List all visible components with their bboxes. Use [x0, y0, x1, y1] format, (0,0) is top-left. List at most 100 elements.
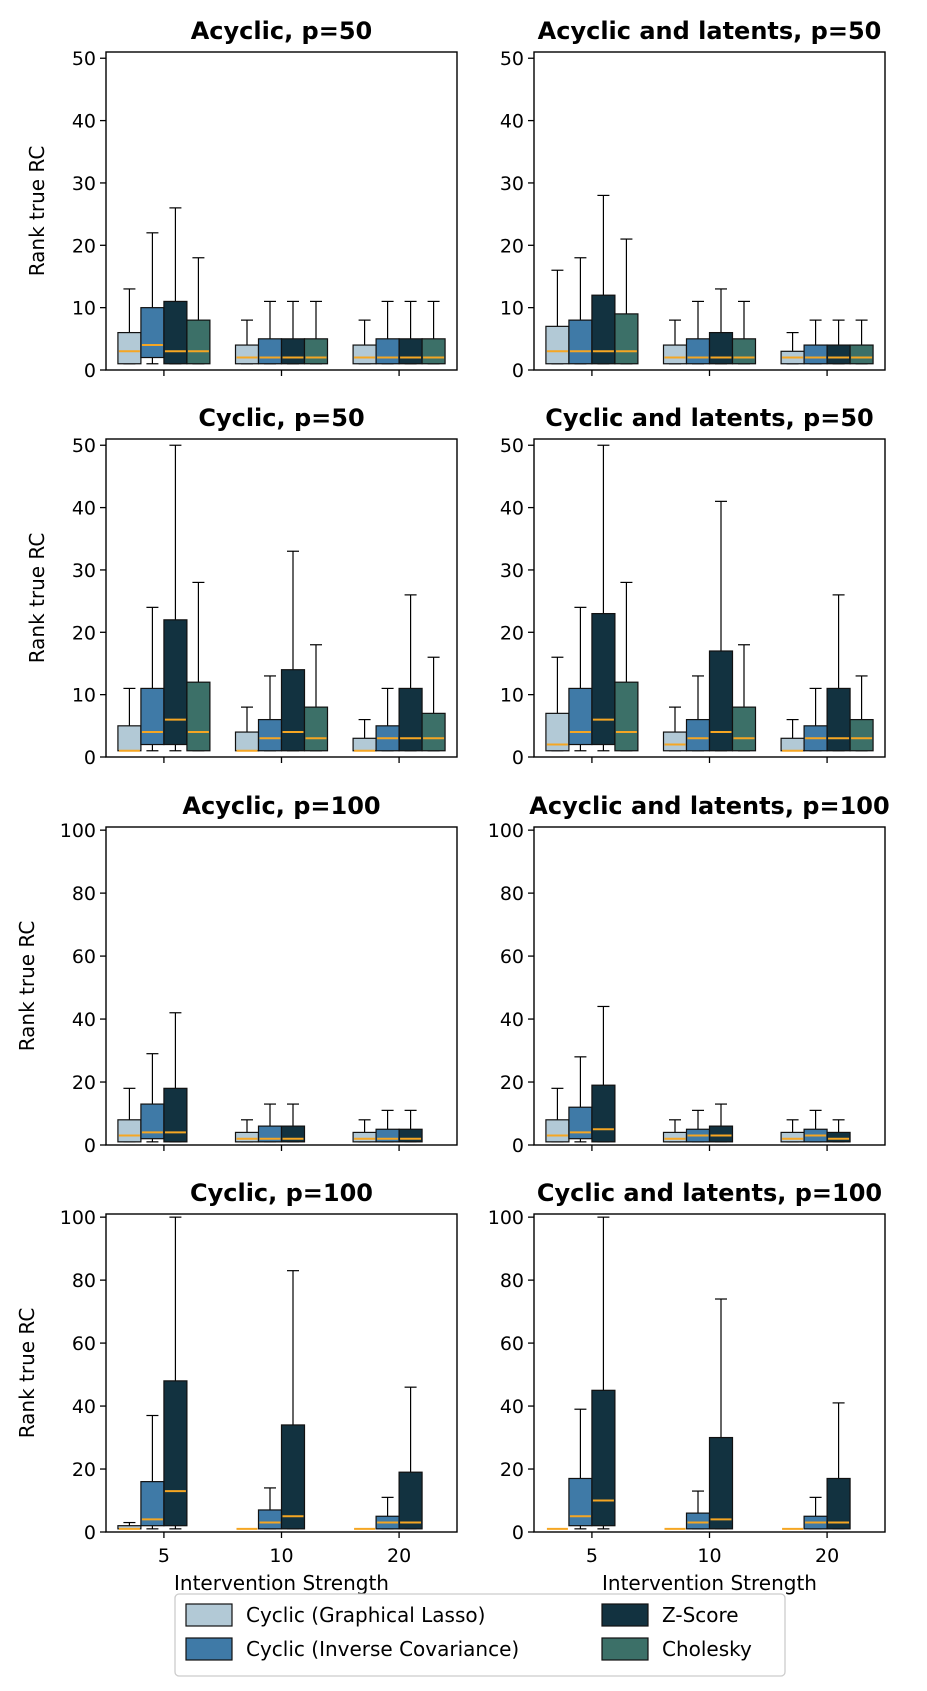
y-tick-label: 20 — [500, 622, 524, 644]
box — [257, 1509, 283, 1530]
box — [163, 619, 188, 746]
box — [591, 1389, 616, 1527]
legend-swatch — [185, 1637, 233, 1661]
axes-frame — [533, 826, 886, 1146]
box — [545, 325, 570, 365]
axes-frame — [105, 826, 458, 1146]
box — [375, 338, 400, 365]
box — [303, 706, 329, 752]
y-tick-label: 80 — [72, 1270, 96, 1292]
y-axis-label: Rank true RC — [15, 1308, 39, 1439]
y-tick-label: 10 — [500, 685, 524, 707]
box — [163, 1380, 188, 1527]
x-tick-label: 20 — [815, 1545, 839, 1567]
x-axis-label: Intervention Strength — [174, 1571, 389, 1595]
box — [398, 338, 423, 365]
panel-title: Acyclic and latents, p=50 — [538, 17, 882, 45]
box — [731, 706, 757, 752]
y-tick-label: 80 — [500, 1270, 524, 1292]
legend-swatch — [601, 1603, 649, 1627]
box — [614, 681, 639, 752]
panel-title: Cyclic and latents, p=100 — [537, 1179, 882, 1207]
panel-4: Cyclic and latents, p=50 0 10 20 30 40 50 — [500, 404, 886, 769]
y-tick-label: 10 — [72, 298, 96, 320]
legend-label: Cholesky — [662, 1637, 752, 1661]
axes-frame — [533, 1213, 886, 1533]
legend-label: Cyclic (Graphical Lasso) — [246, 1603, 485, 1627]
y-tick-label: 0 — [84, 1135, 96, 1157]
y-tick-label: 40 — [500, 1396, 524, 1418]
y-tick-label: 0 — [512, 360, 524, 382]
panel-8: Cyclic and latents, p=100 0 20 40 60 80 100 5 10… — [488, 1179, 886, 1595]
y-tick-label: 60 — [72, 946, 96, 968]
box — [708, 331, 734, 365]
box — [117, 725, 142, 752]
box — [186, 681, 211, 752]
box — [375, 1128, 400, 1143]
y-tick-label: 40 — [72, 111, 96, 133]
y-tick-label: 40 — [72, 1396, 96, 1418]
x-tick-label: 10 — [697, 1545, 721, 1567]
y-axis-label: Rank true RC — [15, 921, 39, 1052]
box — [708, 1125, 734, 1143]
box — [662, 1131, 688, 1143]
y-tick-label: 40 — [72, 1009, 96, 1031]
y-tick-label: 30 — [72, 173, 96, 195]
box — [257, 718, 283, 752]
y-tick-label: 40 — [500, 498, 524, 520]
box — [186, 319, 211, 365]
box — [140, 1103, 165, 1140]
legend-label: Cyclic (Inverse Covariance) — [246, 1637, 519, 1661]
y-tick-label: 100 — [60, 820, 96, 842]
box — [826, 1477, 851, 1530]
box — [421, 712, 446, 752]
box — [731, 338, 757, 365]
box — [234, 344, 260, 365]
panel-title: Cyclic, p=50 — [198, 404, 364, 432]
box — [352, 1131, 377, 1143]
panel-6: Acyclic and latents, p=100 0 20 40 60 80 100 — [488, 792, 890, 1157]
y-tick-label: 20 — [500, 1459, 524, 1481]
box — [614, 313, 639, 365]
box — [685, 338, 711, 365]
box — [568, 319, 593, 365]
box — [685, 1512, 711, 1530]
y-tick-label: 20 — [72, 235, 96, 257]
box — [849, 344, 874, 365]
axes-frame — [533, 438, 886, 758]
box — [591, 612, 616, 746]
panel-5: Acyclic, p=100 0 20 40 60 80 100 Rank true RC — [15, 792, 458, 1157]
box — [708, 650, 734, 752]
y-tick-label: 0 — [84, 360, 96, 382]
x-axis-label: Intervention Strength — [602, 1571, 817, 1595]
box — [849, 718, 874, 752]
box — [280, 669, 306, 752]
y-tick-label: 20 — [72, 622, 96, 644]
panel-title: Cyclic and latents, p=50 — [545, 404, 874, 432]
box — [163, 1087, 188, 1143]
box — [662, 344, 688, 365]
panel-7: Cyclic, p=100 0 20 40 60 80 100 Rank true RC 5 10… — [15, 1179, 458, 1595]
panel-1: Acyclic, p=50 0 10 20 30 40 50 Rank true RC — [25, 17, 458, 382]
y-tick-label: 10 — [72, 685, 96, 707]
y-tick-label: 100 — [488, 820, 524, 842]
box — [398, 687, 423, 752]
panel-title: Cyclic, p=100 — [190, 1179, 373, 1207]
y-tick-label: 20 — [500, 1072, 524, 1094]
y-tick-label: 0 — [84, 1522, 96, 1544]
axes-frame — [105, 51, 458, 371]
y-tick-label: 0 — [512, 1135, 524, 1157]
box — [685, 718, 711, 752]
y-tick-label: 0 — [84, 747, 96, 769]
box — [826, 1131, 851, 1143]
y-tick-label: 80 — [72, 883, 96, 905]
y-tick-label: 50 — [500, 48, 524, 70]
panel-2: Acyclic and latents, p=50 0 10 20 30 40 50 — [500, 17, 886, 382]
y-tick-label: 0 — [512, 747, 524, 769]
y-tick-label: 30 — [500, 560, 524, 582]
box — [826, 687, 851, 752]
box — [826, 344, 851, 365]
legend-label: Z-Score — [662, 1603, 739, 1627]
box — [568, 687, 593, 746]
box — [280, 1424, 306, 1530]
